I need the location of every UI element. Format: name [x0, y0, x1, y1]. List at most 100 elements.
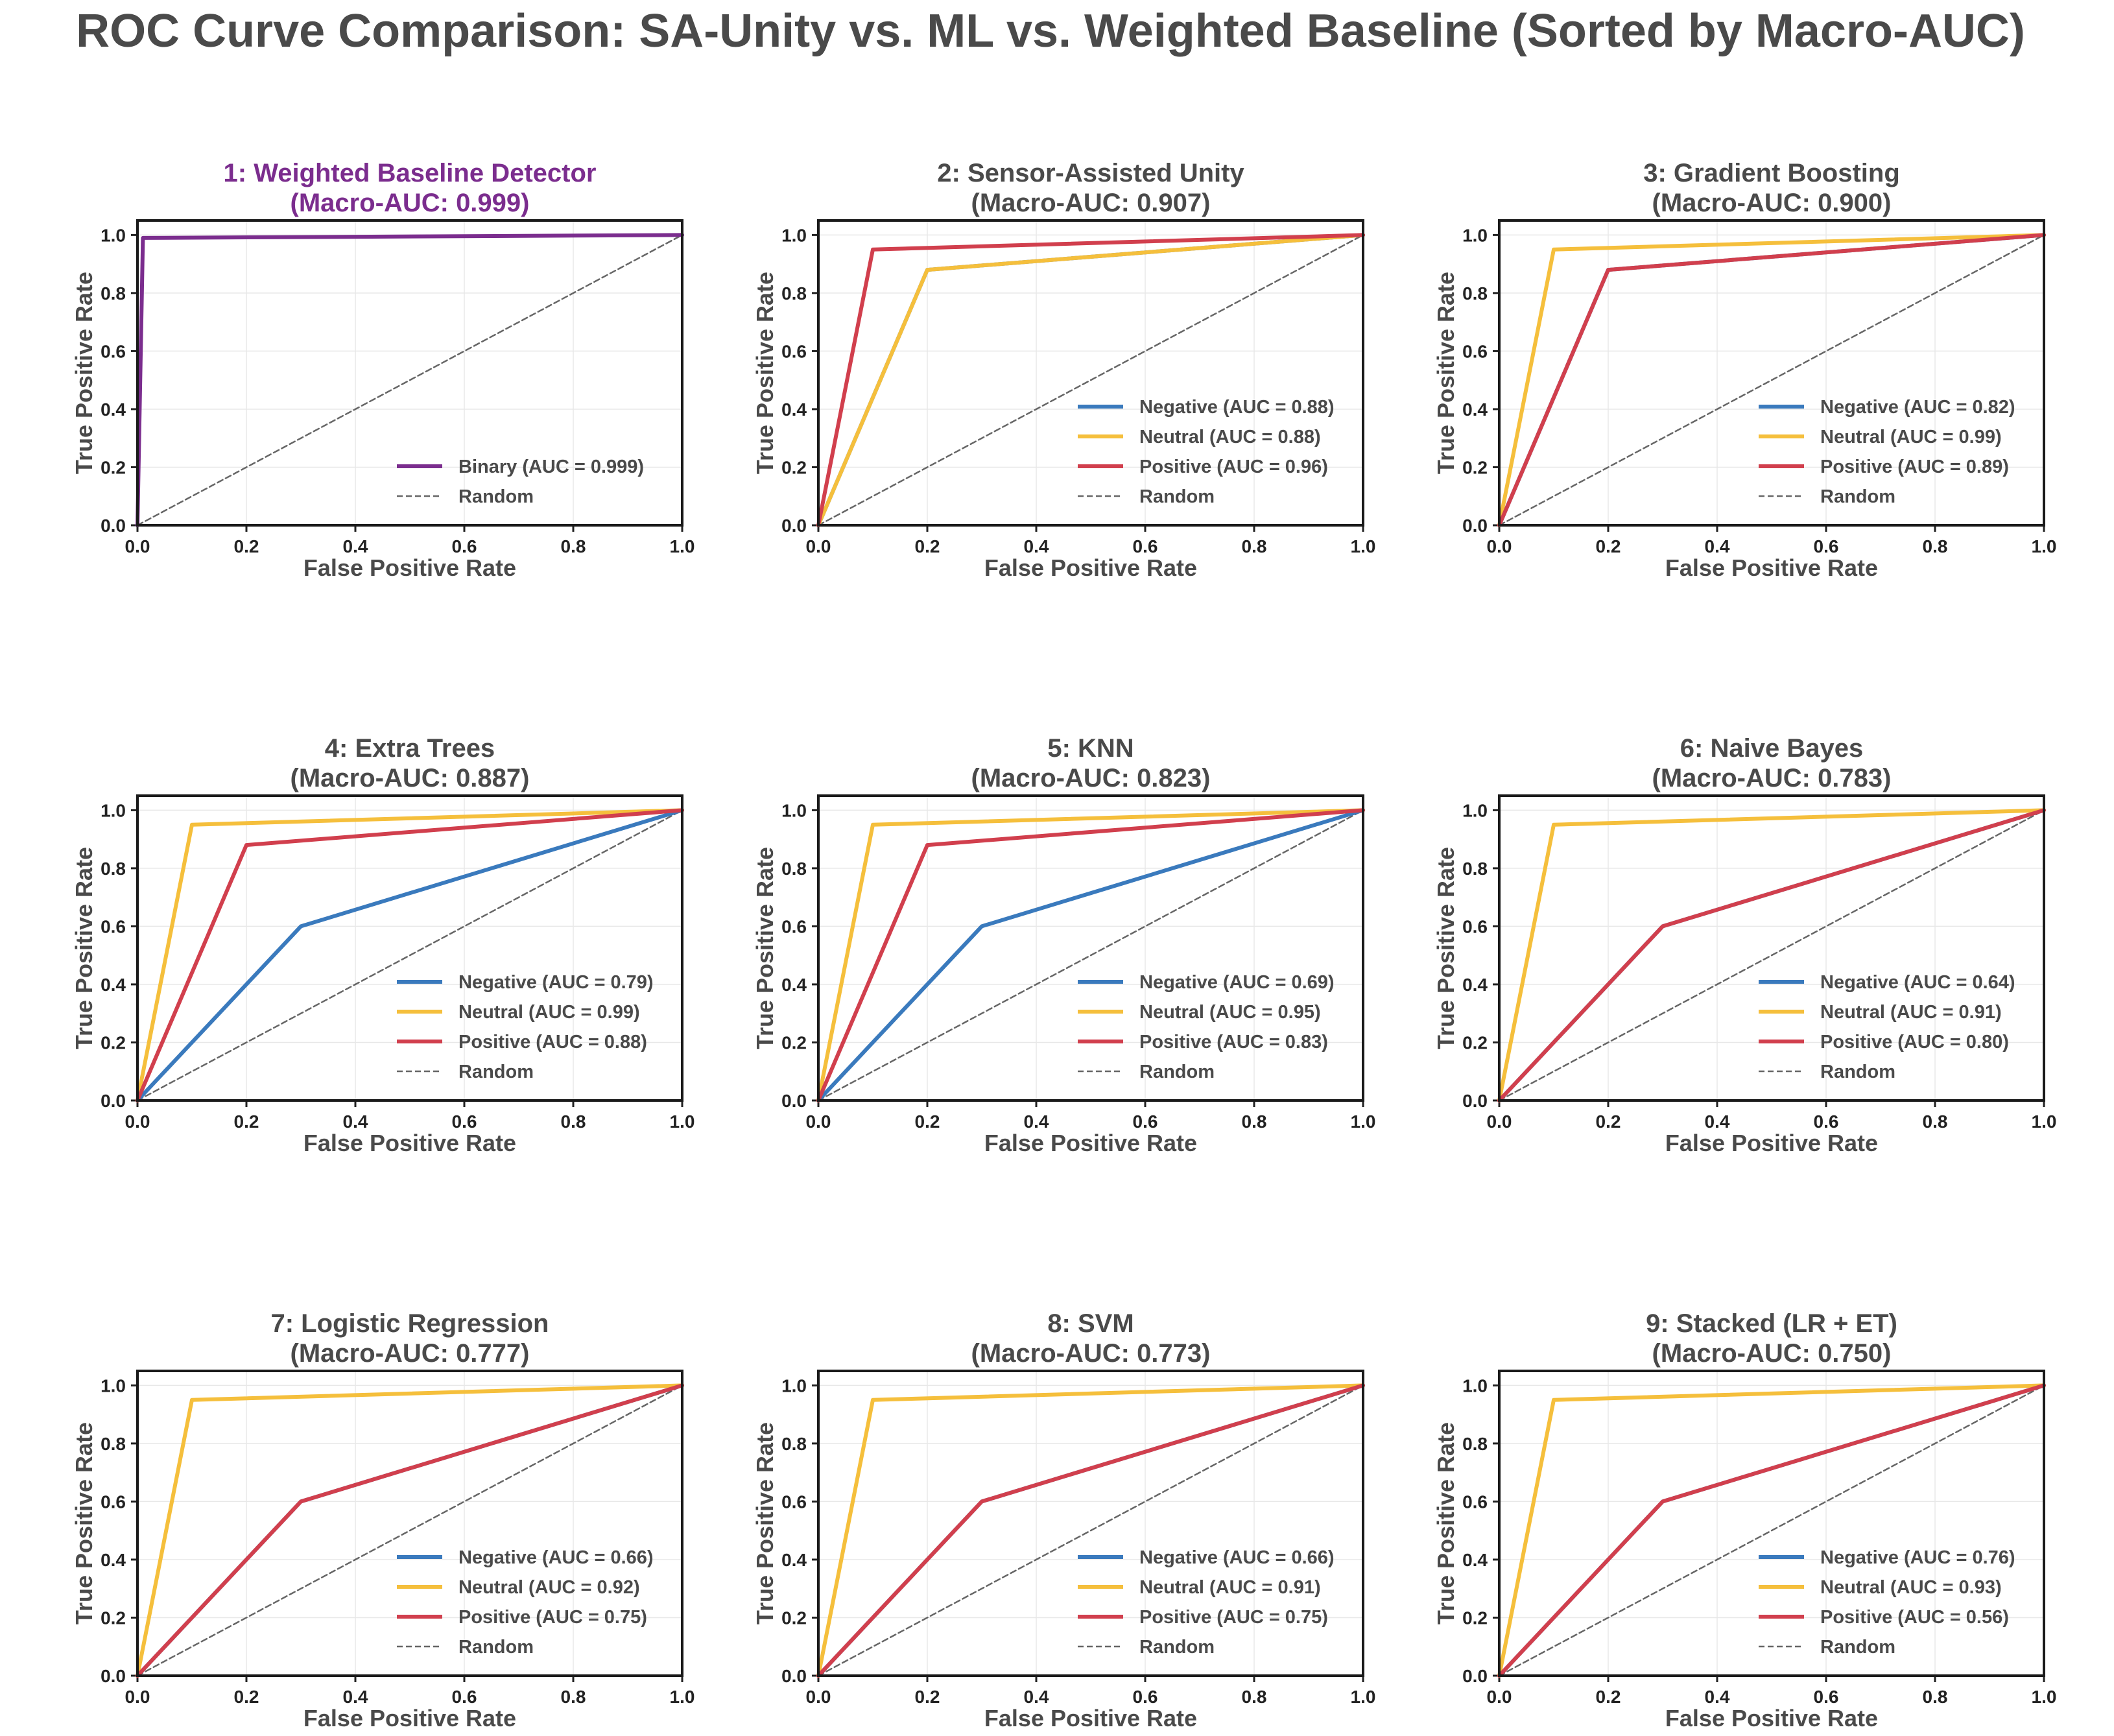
x-tick-label: 0.0: [1487, 1687, 1512, 1707]
roc-line-positive: [1497, 233, 2046, 527]
x-tick-label: 0.6: [1814, 536, 1839, 556]
legend-label: Random: [458, 1637, 534, 1658]
y-axis-label: True Positive Rate: [1432, 847, 1459, 1049]
legend-label: Positive (AUC = 0.75): [1139, 1607, 1328, 1628]
legend-label: Random: [1820, 1637, 1895, 1658]
panel-title: 2: Sensor-Assisted Unity: [937, 159, 1244, 187]
panel-title: 9: Stacked (LR + ET): [1646, 1309, 1897, 1338]
y-tick-label: 0.2: [101, 457, 126, 477]
y-tick-label: 1.0: [781, 1375, 807, 1396]
x-tick-label: 1.0: [670, 1687, 695, 1707]
legend-label: Binary (AUC = 0.999): [458, 457, 644, 477]
roc-line-neutral: [816, 1383, 1365, 1678]
legend-label: Neutral (AUC = 0.88): [1139, 427, 1321, 447]
legend-label: Random: [1820, 486, 1895, 507]
legend-label: Negative (AUC = 0.66): [1139, 1547, 1335, 1568]
legend-label: Positive (AUC = 0.80): [1820, 1032, 2009, 1052]
y-tick-label: 0.4: [101, 1550, 126, 1570]
y-tick-label: 0.0: [101, 516, 126, 536]
plot-area: [818, 796, 1363, 1100]
y-tick-label: 0.2: [781, 457, 807, 477]
y-axis-label: True Positive Rate: [1432, 272, 1459, 474]
x-tick-label: 1.0: [670, 1112, 695, 1132]
y-tick-label: 0.0: [101, 1666, 126, 1686]
y-tick-label: 0.6: [1462, 916, 1488, 936]
panel-subtitle: (Macro-AUC: 0.773): [971, 1339, 1211, 1368]
legend: Negative (AUC = 0.69) Neutral (AUC = 0.95…: [1078, 972, 1335, 1082]
x-tick-label: 0.2: [234, 536, 259, 556]
panel-title: 7: Logistic Regression: [271, 1309, 549, 1338]
x-tick-label: 0.4: [1705, 536, 1730, 556]
y-tick-label: 0.6: [781, 916, 807, 936]
x-tick-label: 0.4: [343, 1687, 368, 1707]
x-tick-label: 0.4: [1705, 1687, 1730, 1707]
legend-label: Random: [1139, 486, 1215, 507]
plot-area: [1499, 1371, 2044, 1676]
roc-line-random: [136, 809, 683, 1102]
roc-line-neutral: [816, 233, 1365, 527]
roc-line-random: [817, 1385, 1364, 1677]
y-tick-label: 1.0: [781, 225, 807, 245]
roc-line-random: [817, 234, 1364, 527]
x-tick-label: 0.8: [561, 536, 586, 556]
legend-label: Positive (AUC = 0.56): [1820, 1607, 2009, 1628]
legend-label: Positive (AUC = 0.89): [1820, 457, 2009, 477]
roc-line-positive: [136, 808, 684, 1102]
x-tick-label: 0.4: [1705, 1112, 1730, 1132]
legend: Binary (AUC = 0.999) Random: [397, 457, 644, 507]
x-axis-label: False Positive Rate: [1665, 554, 1878, 581]
y-tick-label: 0.4: [781, 399, 807, 420]
plot-frame: [1498, 794, 2045, 1102]
x-tick-label: 1.0: [2032, 1112, 2057, 1132]
plot-frame: [1498, 219, 2045, 527]
roc-panel: 5: KNN(Macro-AUC: 0.823) 0.00.0 0.2 0.2 0.4 0…: [752, 734, 1375, 1156]
x-tick-label: 0.4: [343, 1112, 368, 1132]
y-tick-label: 0.8: [1462, 1434, 1488, 1454]
x-tick-label: 0.8: [1923, 1112, 1948, 1132]
panel-subtitle: (Macro-AUC: 0.907): [971, 189, 1211, 217]
x-tick-label: 0.6: [452, 1687, 477, 1707]
x-tick-label: 0.6: [1133, 1687, 1158, 1707]
y-tick-label: 0.6: [101, 341, 126, 361]
x-tick-label: 0.0: [1487, 536, 1512, 556]
legend-label: Random: [458, 1062, 534, 1082]
x-tick-label: 0.8: [1923, 1687, 1948, 1707]
roc-line-random: [136, 1385, 683, 1677]
roc-line-neutral: [136, 1383, 684, 1678]
y-tick-label: 0.6: [781, 1492, 807, 1512]
x-tick-label: 1.0: [1351, 536, 1376, 556]
x-axis-label: False Positive Rate: [984, 554, 1197, 581]
roc-line-neutral: [1497, 233, 2046, 527]
y-tick-label: 0.8: [781, 859, 807, 879]
y-tick-label: 1.0: [781, 800, 807, 820]
plot-frame: [817, 1370, 1364, 1677]
legend: Negative (AUC = 0.64) Neutral (AUC = 0.91…: [1759, 972, 2015, 1082]
legend: Negative (AUC = 0.76) Neutral (AUC = 0.93…: [1759, 1547, 2015, 1658]
y-tick-label: 0.8: [101, 1434, 126, 1454]
y-tick-label: 0.2: [1462, 1608, 1488, 1628]
x-tick-label: 0.2: [234, 1687, 259, 1707]
x-tick-label: 0.2: [915, 1687, 940, 1707]
y-axis-label: True Positive Rate: [1432, 1422, 1459, 1624]
x-tick-label: 0.8: [561, 1112, 586, 1132]
legend-label: Negative (AUC = 0.66): [458, 1547, 654, 1568]
x-tick-label: 1.0: [1351, 1687, 1376, 1707]
plot-frame: [1498, 1370, 2045, 1677]
x-tick-label: 0.2: [915, 536, 940, 556]
legend: Negative (AUC = 0.82) Neutral (AUC = 0.99…: [1759, 397, 2015, 507]
plot-frame: [136, 1370, 683, 1677]
x-tick-label: 0.0: [1487, 1112, 1512, 1132]
y-tick-label: 0.2: [1462, 457, 1488, 477]
y-tick-label: 0.8: [1462, 859, 1488, 879]
x-tick-label: 0.0: [125, 536, 150, 556]
panel-title: 1: Weighted Baseline Detector: [224, 159, 597, 187]
plot-area: [1499, 220, 2044, 525]
roc-panel: 3: Gradient Boosting(Macro-AUC: 0.900) 0.…: [1432, 159, 2056, 581]
panel-subtitle: (Macro-AUC: 0.900): [1652, 189, 1892, 217]
legend-label: Random: [458, 486, 534, 507]
roc-panel: 7: Logistic Regression(Macro-AUC: 0.777)…: [71, 1309, 695, 1731]
legend-label: Negative (AUC = 0.76): [1820, 1547, 2015, 1568]
y-tick-label: 0.6: [1462, 341, 1488, 361]
roc-line-neutral: [1497, 808, 2046, 1102]
roc-panel: 4: Extra Trees(Macro-AUC: 0.887) 0.00.0 0.…: [71, 734, 695, 1156]
